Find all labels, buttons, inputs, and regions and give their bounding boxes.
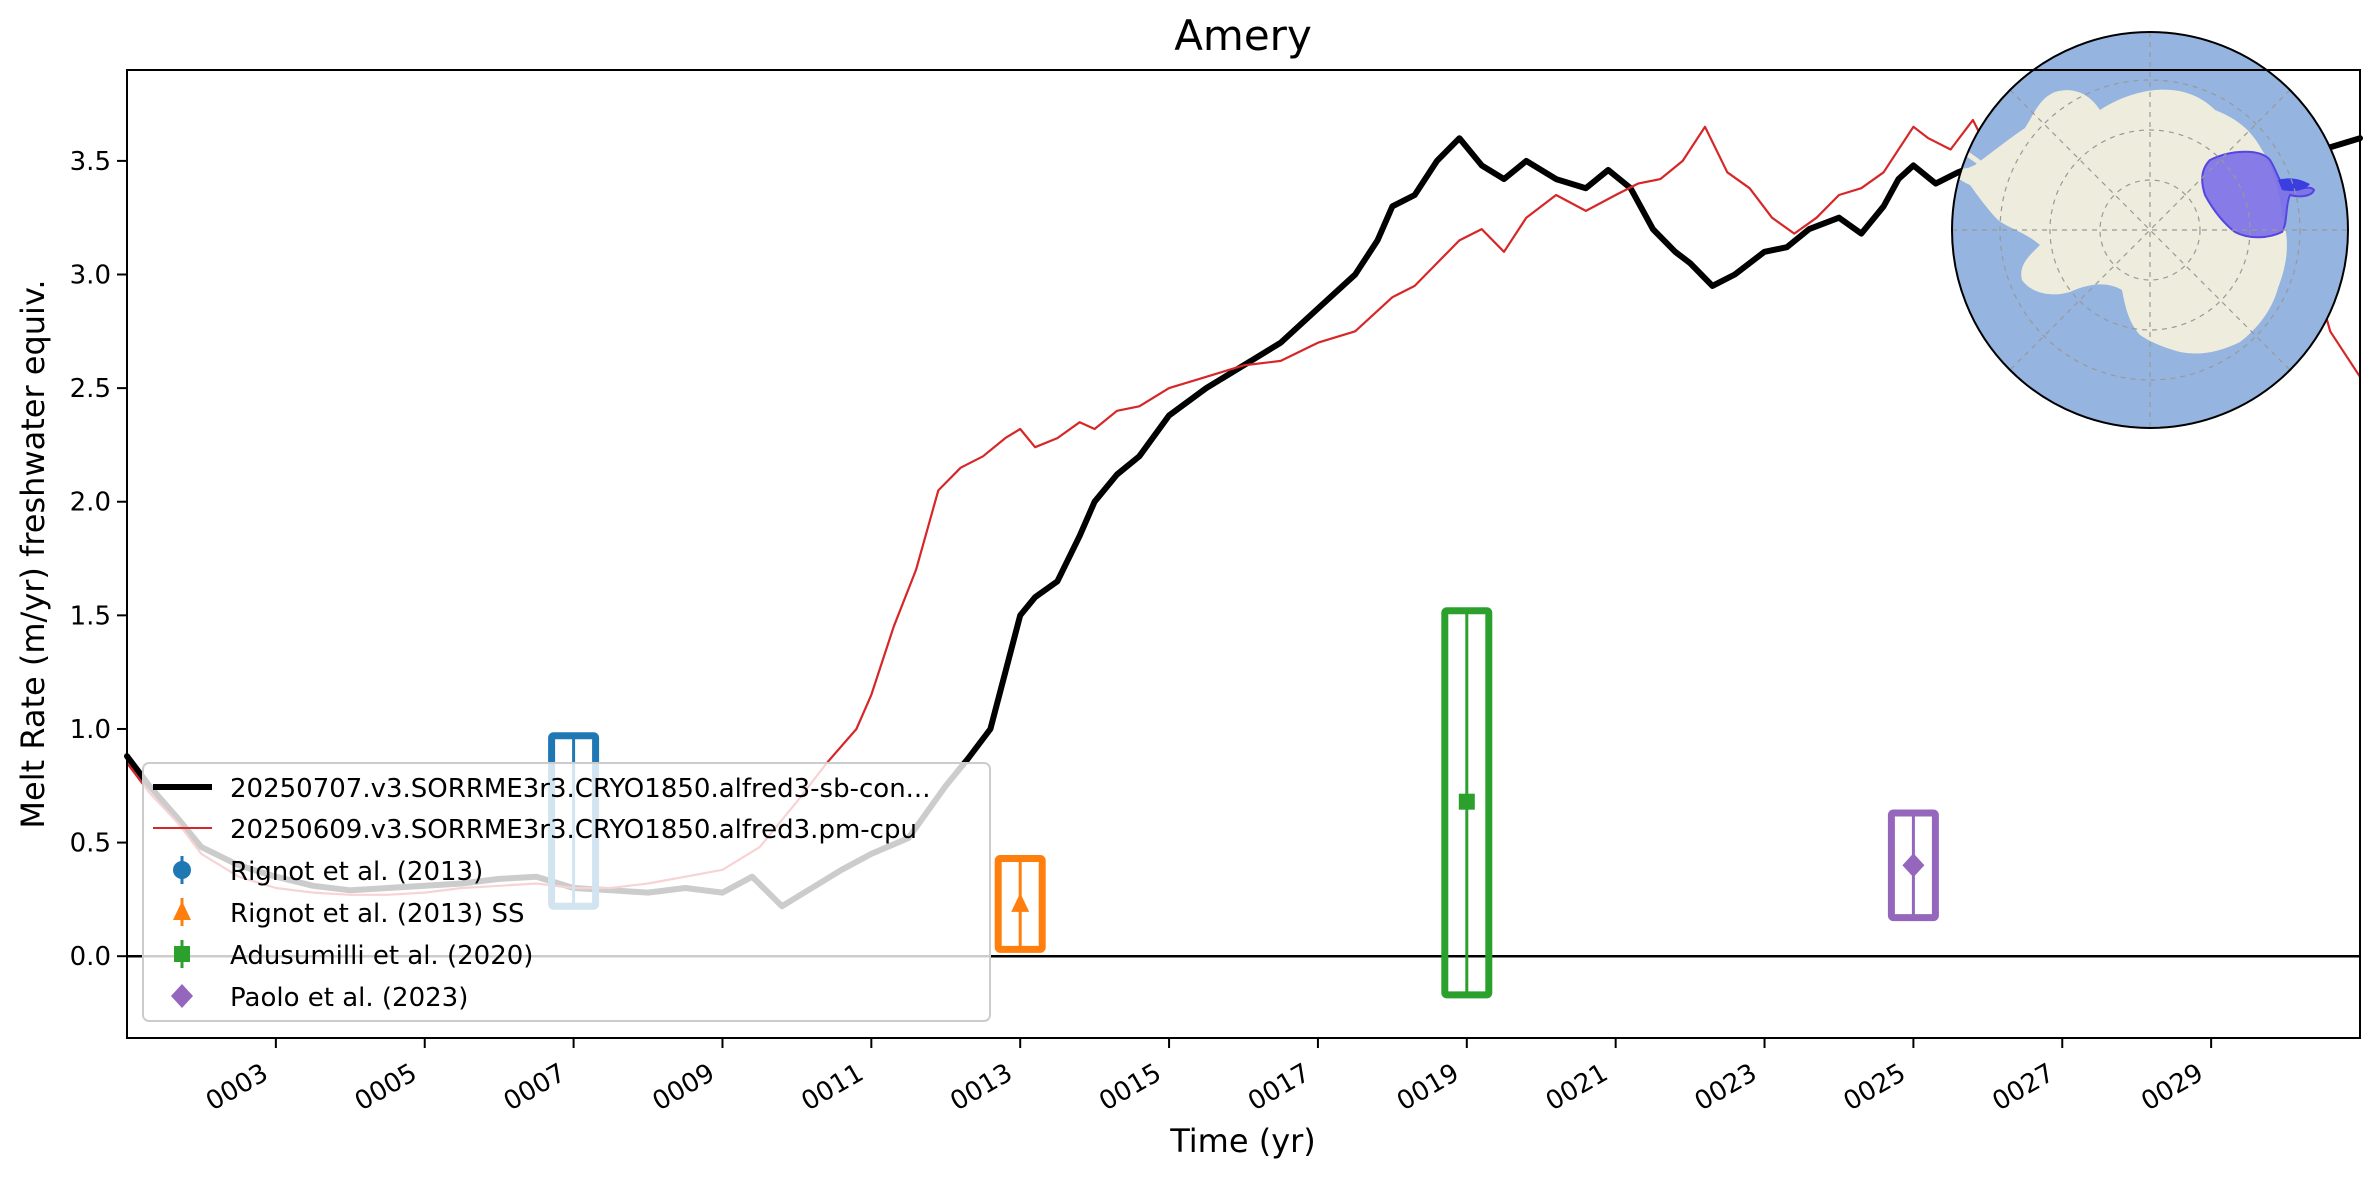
x-tick-label-10: 0023: [1690, 1058, 1762, 1117]
x-tick-label-3: 0009: [648, 1058, 720, 1117]
x-tick-label-7: 0017: [1243, 1058, 1315, 1117]
legend-swatch-obs-0: [173, 856, 191, 884]
plot-frame: [126, 69, 2361, 1039]
x-tick-label-8: 0019: [1392, 1058, 1464, 1117]
obs-marker-1: [1011, 892, 1030, 912]
legend-box: [142, 762, 991, 1022]
chart-title: Amery: [1174, 11, 1312, 60]
legend-swatch-obs-2: [174, 940, 190, 968]
x-tick-label-9: 0021: [1541, 1058, 1613, 1117]
legend-label-obs-0: Rignot et al. (2013): [230, 857, 483, 887]
y-tick-label-3: 1.5: [70, 601, 111, 631]
legend-swatch-obs-1: [173, 898, 191, 926]
obs-marker-2: [1458, 793, 1475, 810]
x-tick-label-0: 0003: [201, 1058, 273, 1117]
x-tick-label-2: 0007: [499, 1058, 571, 1117]
x-tick-label-1: 0005: [350, 1058, 422, 1117]
y-tick-label-6: 3.0: [70, 261, 111, 291]
y-tick-label-5: 2.5: [70, 374, 111, 404]
legend: 20250707.v3.SORRME3r3.CRYO1850.alfred3-s…: [142, 762, 991, 1022]
x-tick-label-12: 0027: [1987, 1058, 2059, 1117]
antarctica-map-icon: [1951, 31, 2349, 429]
y-tick-label-7: 3.5: [70, 147, 111, 177]
y-axis-label: Melt Rate (m/yr) freshwater equiv.: [14, 279, 52, 828]
obs-marker-3: [1902, 853, 1925, 878]
y-tick-label-0: 0.0: [70, 942, 111, 972]
x-axis-label: Time (yr): [1169, 1122, 1316, 1160]
legend-label-obs-3: Paolo et al. (2023): [230, 983, 468, 1013]
x-tick-label-6: 0015: [1094, 1058, 1166, 1117]
x-tick-label-5: 0013: [945, 1058, 1017, 1117]
observations-layer: [548, 607, 1939, 999]
y-tick-label-2: 1.0: [70, 715, 111, 745]
x-axis: 0003 0005 0007 0009 0011 0013 0015 0017 0019 0021…: [201, 1038, 2213, 1117]
legend-label-series-1: 20250609.v3.SORRME3r3.CRYO1850.alfred3.p…: [230, 815, 917, 845]
legend-swatch-obs-3: [171, 984, 193, 1008]
legend-label-obs-1: Rignot et al. (2013) SS: [230, 899, 525, 929]
y-tick-label-4: 2.0: [70, 488, 111, 518]
x-tick-label-11: 0025: [1839, 1058, 1911, 1117]
legend-label-series-0: 20250707.v3.SORRME3r3.CRYO1850.alfred3-s…: [230, 774, 930, 804]
x-tick-label-4: 0011: [797, 1058, 869, 1117]
y-tick-label-1: 0.5: [70, 829, 111, 859]
y-axis: 0.0 0.5 1.0 1.5 2.0 2.5 3.0 3.5: [70, 147, 127, 972]
legend-label-obs-2: Adusumilli et al. (2020): [230, 941, 533, 971]
x-tick-label-13: 0029: [2136, 1058, 2208, 1117]
